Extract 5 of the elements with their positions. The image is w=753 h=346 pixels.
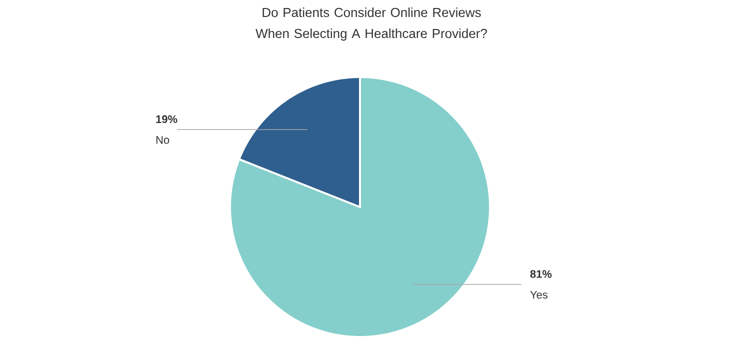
slice-label: Yes (530, 290, 548, 299)
data-label: 81% (530, 270, 552, 278)
chart-title: Do Patients Consider Online Reviews When Selecting A Healthcare Provider? (256, 8, 487, 41)
data-label: 19% (156, 115, 178, 124)
slice-label: No (156, 136, 170, 144)
